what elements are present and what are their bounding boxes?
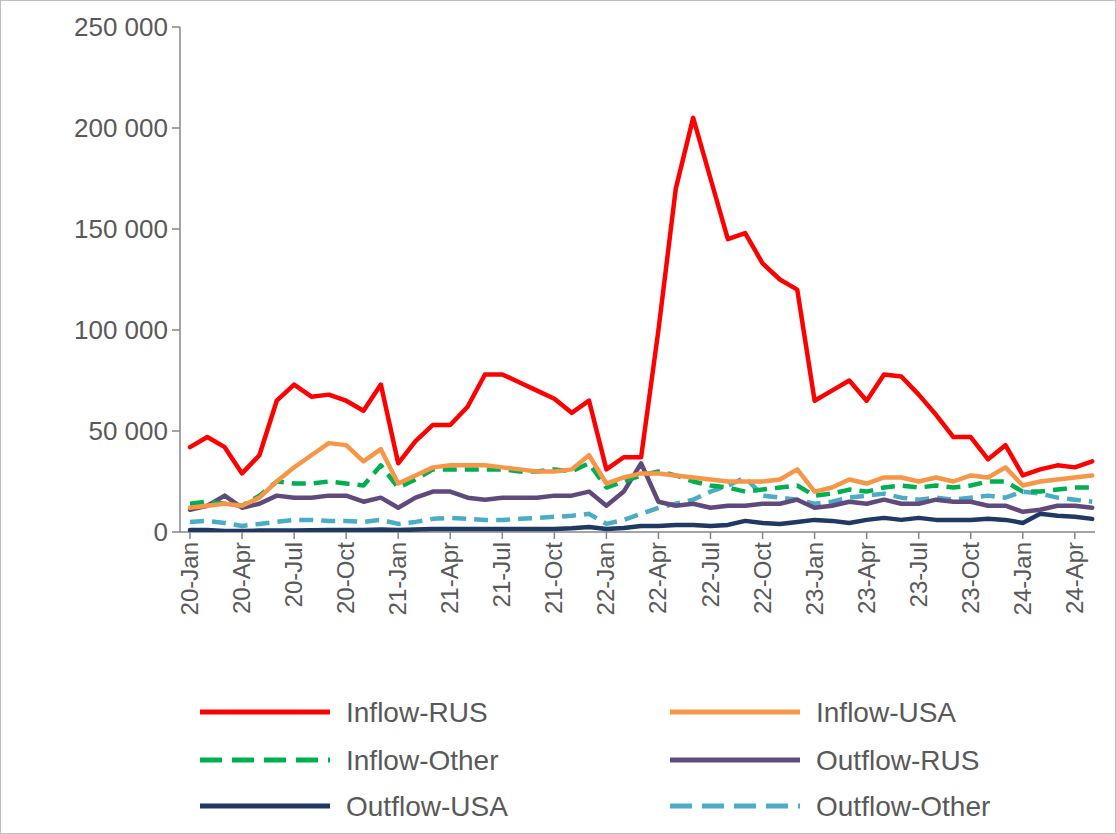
y-tick-label: 150 000 bbox=[74, 214, 168, 244]
legend-label: Outflow-USA bbox=[346, 791, 508, 822]
x-tick-label: 23-Oct bbox=[957, 542, 984, 614]
x-tick bbox=[345, 532, 347, 539]
x-tick bbox=[502, 532, 504, 539]
x-tick-label: 24-Jan bbox=[1009, 542, 1036, 615]
x-tick-label: 21-Oct bbox=[540, 542, 567, 614]
series-line bbox=[190, 118, 1092, 476]
x-tick-label: 21-Jul bbox=[488, 542, 515, 607]
legend-label: Outflow-Other bbox=[816, 791, 990, 822]
x-tick-label: 20-Apr bbox=[228, 542, 255, 614]
x-tick-label: 22-Jan bbox=[592, 542, 619, 615]
y-tick bbox=[172, 531, 180, 533]
x-tick-label: 23-Jul bbox=[905, 542, 932, 607]
x-tick bbox=[1022, 532, 1024, 539]
x-tick bbox=[293, 532, 295, 539]
series-line bbox=[190, 463, 1092, 511]
y-tick-label: 0 bbox=[154, 517, 168, 547]
legend-swatch bbox=[200, 758, 330, 763]
legend-label: Inflow-USA bbox=[816, 697, 956, 728]
x-tick-label: 22-Apr bbox=[644, 542, 671, 614]
x-tick bbox=[189, 532, 191, 539]
y-tick bbox=[172, 329, 180, 331]
legend-label: Inflow-Other bbox=[346, 745, 499, 776]
x-tick bbox=[658, 532, 660, 539]
x-tick bbox=[241, 532, 243, 539]
x-tick-label: 20-Jul bbox=[280, 542, 307, 607]
y-tick-label: 250 000 bbox=[74, 12, 168, 42]
y-tick bbox=[172, 127, 180, 129]
y-tick-label: 50 000 bbox=[88, 416, 168, 446]
x-tick-label: 23-Jan bbox=[801, 542, 828, 615]
y-tick-label: 200 000 bbox=[74, 113, 168, 143]
x-tick-label: 20-Jan bbox=[176, 542, 203, 615]
y-tick bbox=[172, 430, 180, 432]
x-tick bbox=[918, 532, 920, 539]
series-line bbox=[190, 463, 1092, 505]
legend-swatch bbox=[670, 710, 800, 715]
x-tick bbox=[762, 532, 764, 539]
x-tick bbox=[450, 532, 452, 539]
legend-label: Outflow-RUS bbox=[816, 745, 979, 776]
x-tick-label: 22-Oct bbox=[749, 542, 776, 614]
x-tick-label: 21-Apr bbox=[436, 542, 463, 614]
y-axis bbox=[179, 27, 181, 532]
x-tick-label: 20-Oct bbox=[332, 542, 359, 614]
plot-area bbox=[190, 118, 1092, 531]
x-tick-label: 23-Apr bbox=[853, 542, 880, 614]
legend-label: Inflow-RUS bbox=[346, 697, 488, 728]
legend-swatch bbox=[200, 710, 330, 715]
series-line bbox=[190, 514, 1092, 531]
chart: 0 50 000 100 000 150 000 200 000 250 000 20-Ja… bbox=[0, 0, 1116, 834]
y-tick bbox=[172, 26, 180, 28]
x-tick bbox=[554, 532, 556, 539]
x-tick bbox=[970, 532, 972, 539]
x-tick-label: 24-Apr bbox=[1061, 542, 1088, 614]
y-tick-label: 100 000 bbox=[74, 315, 168, 345]
x-tick bbox=[814, 532, 816, 539]
legend-swatch bbox=[670, 804, 800, 809]
x-tick bbox=[710, 532, 712, 539]
x-tick-label: 21-Jan bbox=[384, 542, 411, 615]
x-tick bbox=[866, 532, 868, 539]
legend-swatch bbox=[670, 758, 800, 763]
x-tick bbox=[397, 532, 399, 539]
chart-frame bbox=[1, 1, 1116, 834]
x-tick-label: 22-Jul bbox=[697, 542, 724, 607]
x-tick bbox=[606, 532, 608, 539]
y-tick bbox=[172, 228, 180, 230]
x-tick bbox=[1074, 532, 1076, 539]
legend-swatch bbox=[200, 804, 330, 809]
